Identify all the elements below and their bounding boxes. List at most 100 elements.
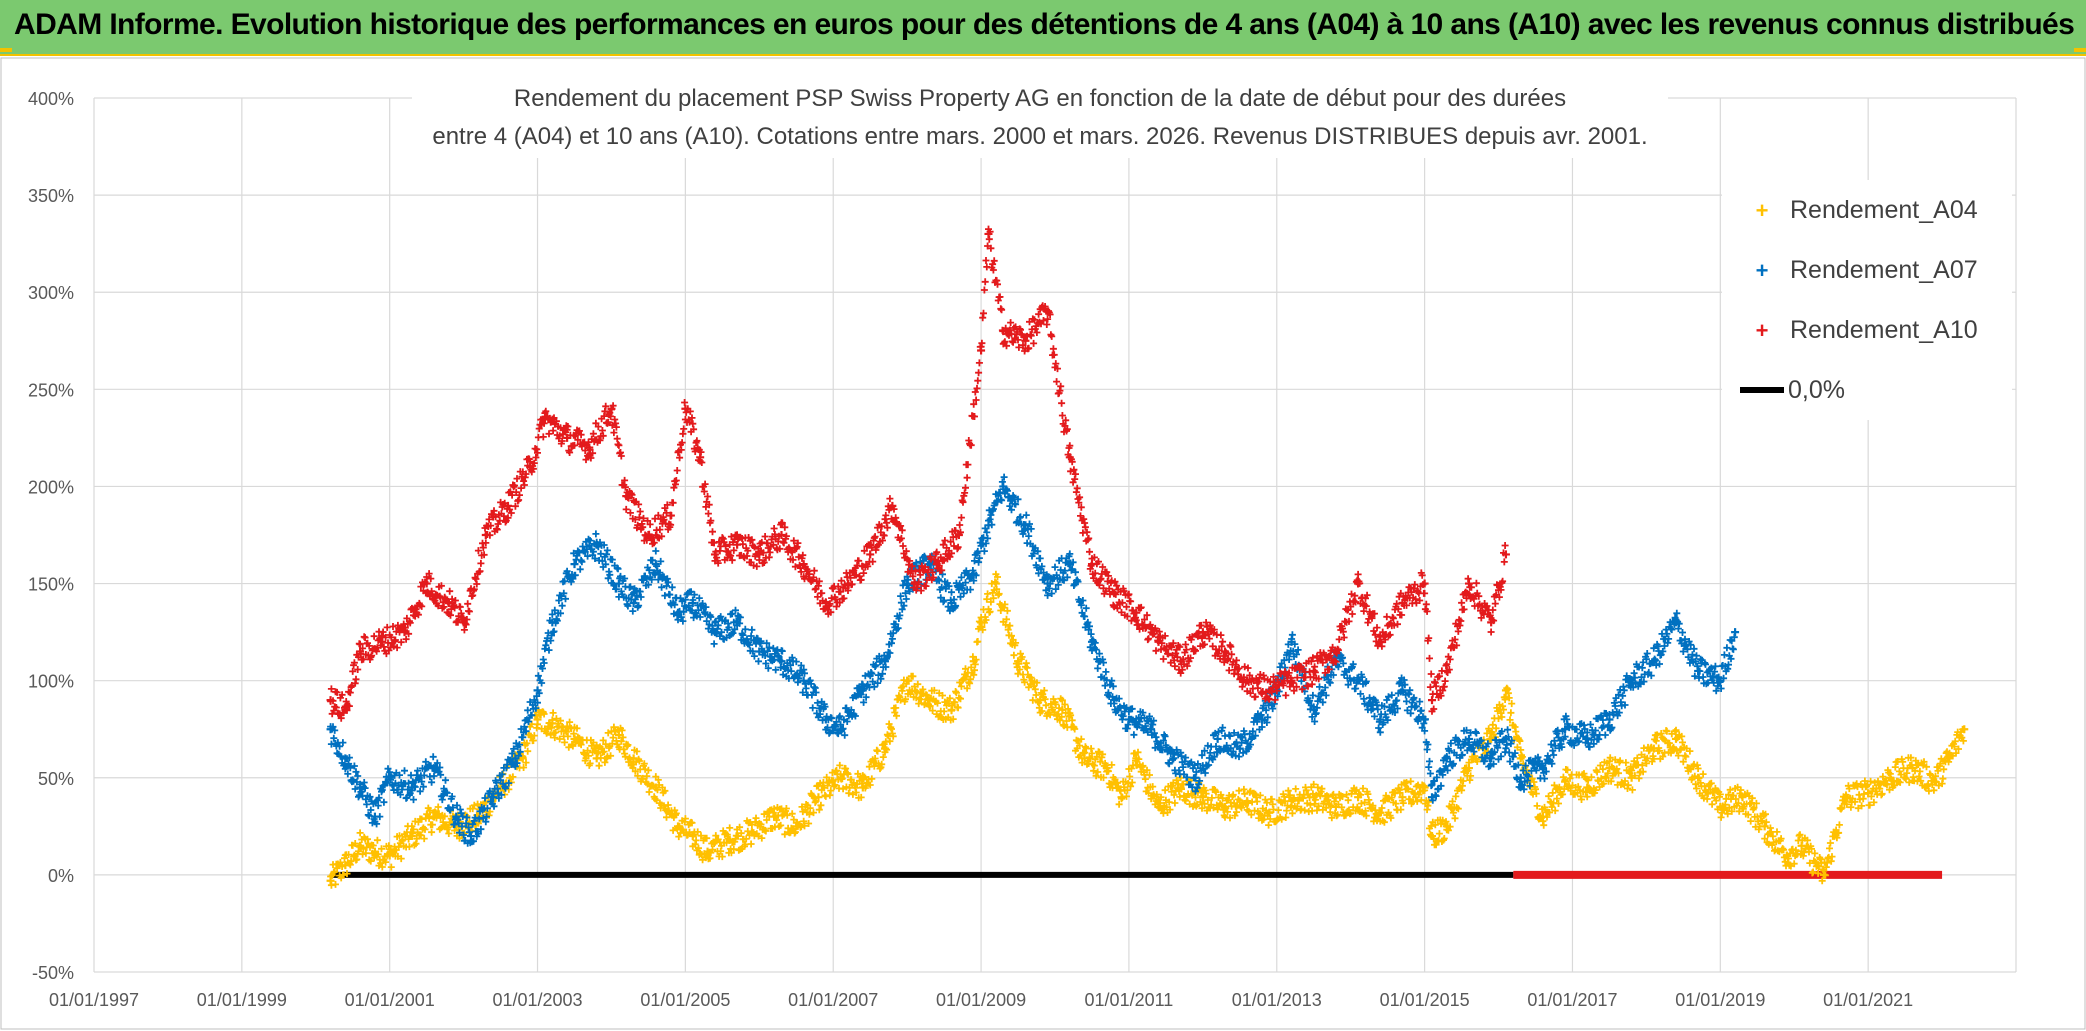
- data-point-Rendement_A04: [836, 773, 845, 782]
- report-banner: ADAM Informe. Evolution historique des p…: [0, 0, 2086, 56]
- data-point-Rendement_A04: [614, 731, 623, 740]
- data-point-Rendement_A10: [481, 531, 490, 539]
- chart-frame: [0, 57, 2086, 1030]
- data-point-Rendement_A10: [1110, 589, 1119, 598]
- data-point-Rendement_A04: [1886, 773, 1895, 782]
- left-accent: [0, 48, 12, 52]
- x-tick-label: 01/01/2009: [936, 990, 1026, 1010]
- legend: + Rendement_A04 + Rendement_A07 + Rendem…: [1722, 180, 2012, 420]
- chart-title-line2: entre 4 (A04) et 10 ans (A10). Cotations…: [432, 123, 1647, 150]
- right-accent: [2074, 48, 2086, 52]
- data-point-Rendement_A07: [1257, 715, 1266, 724]
- data-point-Rendement_A07: [903, 579, 912, 588]
- data-point-Rendement_A07: [356, 783, 365, 792]
- data-point-Rendement_A07: [533, 686, 542, 695]
- legend-label-a07: Rendement_A07: [1790, 256, 1978, 284]
- data-point-Rendement_A10: [1309, 666, 1318, 675]
- data-point-Rendement_A10: [1442, 666, 1451, 675]
- data-point-Rendement_A10: [585, 443, 594, 452]
- data-point-Rendement_A04: [688, 832, 697, 841]
- data-point-Rendement_A10: [607, 404, 616, 413]
- data-point-Rendement_A10: [1132, 608, 1141, 617]
- y-tick-label: -50%: [32, 963, 74, 983]
- axis-labels: -50% 0% 50% 100% 150% 200% 250% 300% 350% 400% 01/…: [28, 89, 1913, 1010]
- data-point-Rendement_A04: [1198, 793, 1207, 802]
- data-point-Rendement_A07: [858, 686, 867, 695]
- data-point-Rendement_A07: [1124, 715, 1133, 724]
- data-point-Rendement_A04: [673, 822, 682, 831]
- data-point-Rendement_A10: [984, 229, 993, 238]
- data-point-Rendement_A04: [1080, 754, 1089, 763]
- data-point-Rendement_A10: [755, 550, 764, 559]
- data-point-Rendement_A10: [540, 414, 549, 423]
- data-point-Rendement_A07: [1354, 676, 1363, 685]
- data-point-Rendement_A04: [1132, 754, 1141, 763]
- data-point-Rendement_A04: [858, 783, 867, 792]
- data-point-Rendement_A07: [1716, 676, 1725, 685]
- x-tick-label: 01/01/2017: [1527, 990, 1617, 1010]
- data-point-Rendement_A07: [629, 598, 638, 607]
- x-tick-label: 01/01/1999: [197, 990, 287, 1010]
- data-point-Rendement_A07: [969, 569, 978, 578]
- data-point-Rendement_A07: [1147, 725, 1156, 734]
- data-point-Rendement_A10: [696, 453, 705, 462]
- data-point-Rendement_A10: [1065, 453, 1074, 462]
- y-tick-label: 250%: [28, 380, 74, 400]
- data-point-Rendement_A10: [1487, 618, 1496, 627]
- data-point-Rendement_A04: [1442, 822, 1451, 831]
- data-point-Rendement_A07: [799, 676, 808, 685]
- data-point-Rendement_A10: [356, 647, 365, 656]
- y-tick-label: 300%: [28, 283, 74, 303]
- data-point-Rendement_A04: [1864, 789, 1873, 798]
- data-point-Rendement_A10: [563, 433, 572, 442]
- data-point-Rendement_A07: [777, 657, 786, 666]
- data-point-Rendement_A04: [385, 851, 394, 860]
- x-tick-label: 01/01/2015: [1380, 990, 1470, 1010]
- data-point-Rendement_A07: [452, 812, 461, 821]
- data-point-Rendement_A07: [821, 715, 830, 724]
- data-point-Rendement_A07: [511, 754, 520, 763]
- data-point-Rendement_A07: [1649, 657, 1658, 666]
- data-point-Rendement_A04: [703, 847, 712, 856]
- x-tick-label: 01/01/2021: [1823, 990, 1913, 1010]
- data-point-Rendement_A04: [1501, 686, 1510, 695]
- data-point-Rendement_A07: [1309, 705, 1318, 714]
- data-point-Rendement_A04: [1797, 841, 1806, 850]
- data-point-Rendement_A04: [925, 696, 934, 705]
- data-point-Rendement_A07: [570, 560, 579, 569]
- data-point-Rendement_A07: [1627, 676, 1636, 685]
- data-point-Rendement_A07: [1428, 793, 1437, 802]
- data-point-Rendement_A04: [1117, 793, 1126, 802]
- data-point-Rendement_A04: [1738, 793, 1747, 802]
- y-tick-label: 200%: [28, 477, 74, 497]
- data-point-Rendement_A07: [1021, 521, 1030, 530]
- series-markers-Rendement_A10: [327, 225, 1509, 722]
- data-point-Rendement_A10: [341, 705, 350, 714]
- data-point-Rendement_A07: [984, 521, 993, 530]
- data-point-Rendement_A07: [385, 773, 394, 782]
- data-point-Rendement_A10: [666, 511, 675, 520]
- data-point-Rendement_A07: [1671, 618, 1680, 627]
- data-point-Rendement_A10: [1043, 307, 1052, 316]
- data-point-Rendement_A04: [977, 618, 986, 627]
- data-point-Rendement_A04: [1561, 777, 1570, 786]
- data-point-Rendement_A04: [1960, 725, 1969, 734]
- data-point-Rendement_A07: [1442, 754, 1451, 763]
- data-point-Rendement_A04: [1716, 802, 1725, 811]
- data-point-Rendement_A04: [356, 841, 365, 850]
- data-point-Rendement_A04: [814, 793, 823, 802]
- data-point-Rendement_A10: [644, 531, 653, 539]
- data-point-Rendement_A04: [969, 657, 978, 666]
- data-point-Rendement_A04: [1583, 783, 1592, 792]
- data-point-Rendement_A04: [1036, 696, 1045, 705]
- y-tick-label: 350%: [28, 186, 74, 206]
- data-point-Rendement_A10: [1464, 579, 1473, 588]
- data-point-Rendement_A04: [518, 754, 527, 763]
- data-point-Rendement_A04: [1908, 764, 1917, 773]
- data-point-Rendement_A04: [1487, 734, 1496, 743]
- data-point-Rendement_A07: [1110, 696, 1119, 705]
- data-point-Rendement_A04: [1265, 808, 1274, 817]
- data-point-Rendement_A10: [378, 637, 387, 646]
- data-point-Rendement_A10: [1176, 657, 1185, 666]
